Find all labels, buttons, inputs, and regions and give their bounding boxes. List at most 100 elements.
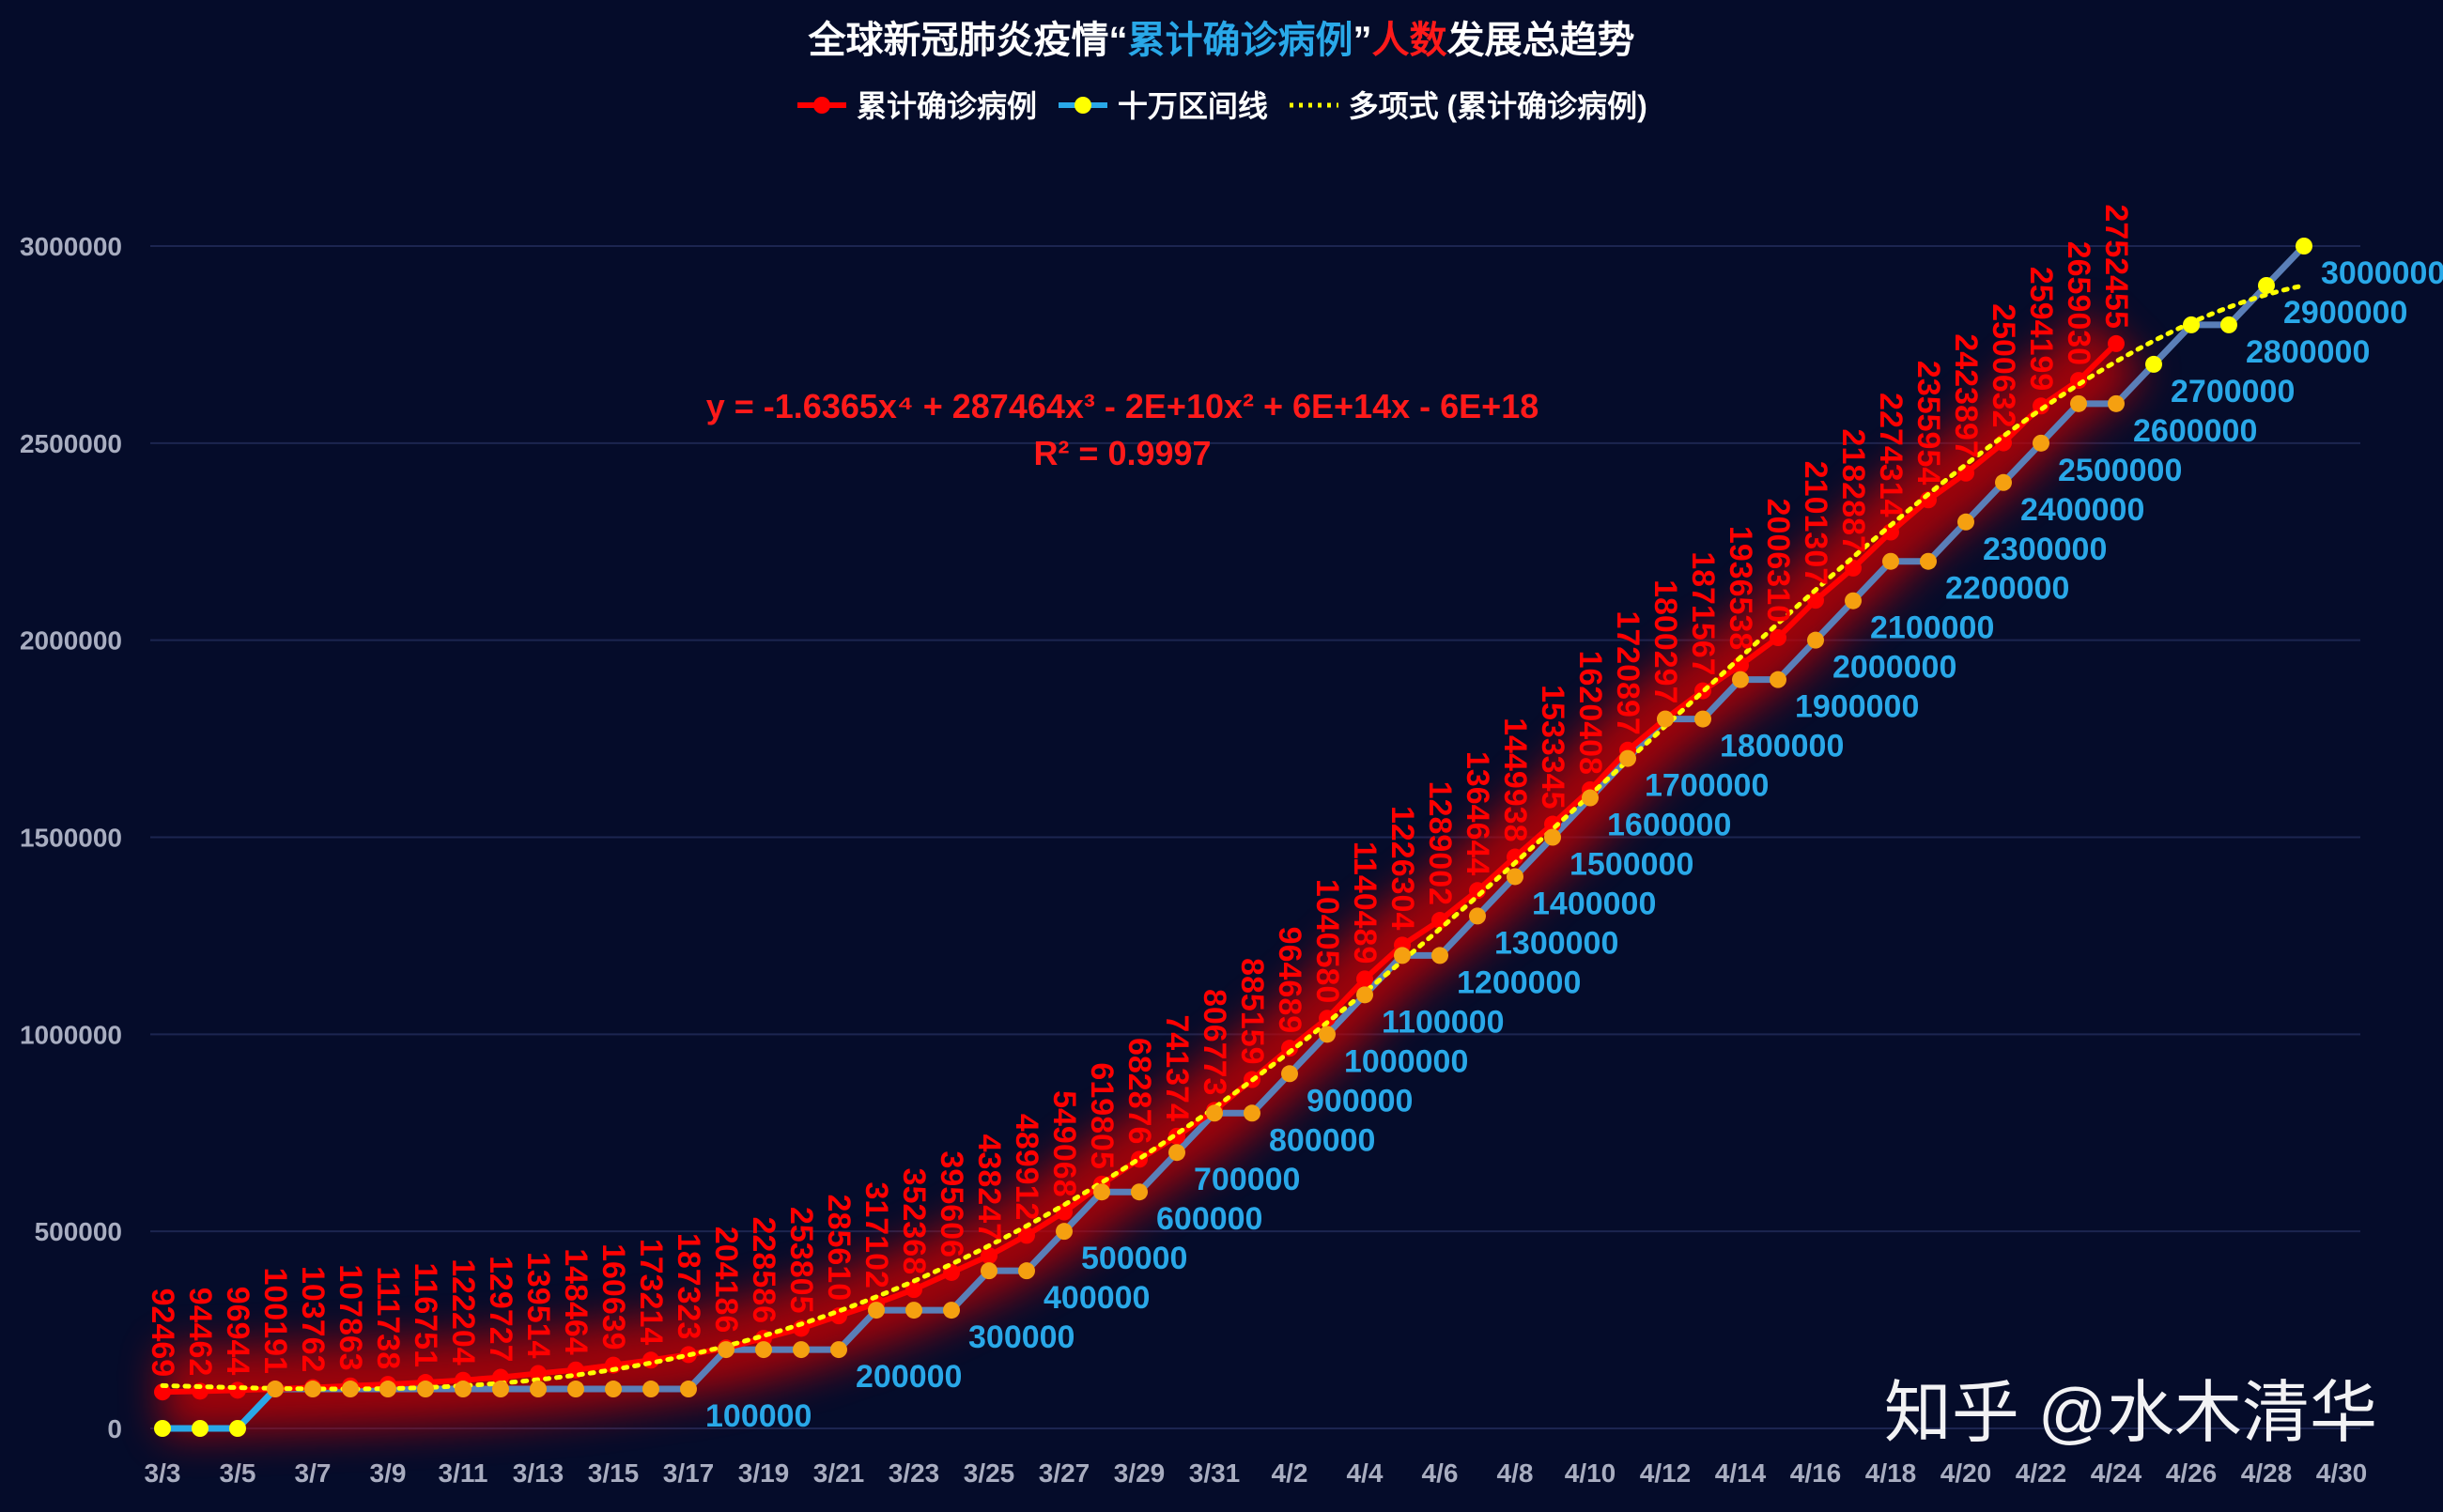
x-tick-label: 3/17 [663,1458,715,1488]
step-point [1657,710,1674,728]
watermark: 知乎 @水木清华 [1883,1376,2377,1451]
step-point [492,1381,509,1398]
step-point [379,1381,396,1398]
step-point [1920,552,1937,570]
title-part: 发展总趋势 [1446,20,1635,61]
step-point [1807,631,1824,649]
cases-data-label: 964689 [1272,927,1307,1033]
cases-data-label: 107863 [332,1264,368,1370]
red-line-marker-icon [797,97,847,114]
cases-data-label: 173214 [633,1239,669,1346]
cases-data-label: 1226304 [1384,806,1420,930]
step-point [1131,1183,1148,1201]
step-point [2145,355,2162,373]
x-tick-label: 4/26 [2166,1458,2218,1488]
step-data-label: 2900000 [2283,295,2407,331]
step-point [1244,1104,1260,1122]
step-point [905,1302,922,1319]
chart-title: 全球新冠肺炎疫情“累计确诊病例”人数发展总趋势 [0,9,2443,64]
step-data-label: 2200000 [1945,571,2069,607]
x-tick-label: 4/8 [1497,1458,1534,1488]
cases-data-label: 111738 [370,1266,406,1369]
step-data-label: 1900000 [1795,689,1919,725]
x-tick-label: 3/11 [439,1458,488,1488]
cases-data-label: 1449938 [1497,717,1533,841]
step-data-label: 1600000 [1607,808,1731,843]
cases-point [981,1247,997,1265]
legend-label: 多项式 (累计确诊病例) [1348,89,1647,123]
cases-data-label: 1040580 [1309,879,1345,1003]
x-tick-label: 3/23 [889,1458,940,1488]
legend-item-step[interactable]: 十万区间线 [1057,89,1268,123]
step-point [1507,868,1523,886]
cases-data-label: 2182887 [1835,429,1871,553]
cases-data-label: 619805 [1084,1062,1120,1168]
cases-data-label: 2752455 [2098,205,2134,329]
x-tick-label: 4/12 [1640,1458,1692,1488]
cases-data-label: 94462 [182,1288,218,1377]
step-data-label: 3000000 [2321,255,2443,291]
legend-item-cases[interactable]: 累计确诊病例 [796,89,1037,123]
step-data-label: 1800000 [1720,729,1844,764]
cases-data-label: 129727 [483,1256,518,1362]
cases-data-label: 1800297 [1647,579,1683,703]
step-point [1056,1223,1073,1241]
step-point [868,1302,885,1319]
cases-data-label: 489912 [1009,1114,1044,1220]
x-tick-label: 4/24 [2091,1458,2142,1488]
x-tick-label: 4/4 [1347,1458,1384,1488]
x-tick-label: 3/29 [1114,1458,1166,1488]
y-tick-label: 500000 [35,1217,122,1246]
cases-data-label: 806773 [1197,989,1232,1095]
blue-line-yellow-marker-icon [1058,97,1107,114]
y-tick-label: 2500000 [20,429,122,458]
step-data-label: 1500000 [1569,847,1693,883]
cases-data-label: 1620408 [1572,651,1608,775]
cases-data-label: 253805 [783,1207,819,1313]
step-data-label: 500000 [1081,1241,1187,1276]
x-tick-label: 3/3 [145,1458,181,1488]
x-tick-label: 3/25 [964,1458,1015,1488]
step-point [1694,710,1711,728]
legend-label: 十万区间线 [1117,89,1268,123]
cases-data-label: 1720897 [1610,610,1646,734]
trend-r-squared: R² = 0.9997 [1033,434,1212,472]
cases-point [2033,397,2049,415]
x-tick-label: 4/14 [1715,1458,1767,1488]
cases-point [2108,334,2125,352]
x-tick-label: 4/10 [1565,1458,1616,1488]
cases-data-label: 103762 [295,1266,331,1372]
step-point [267,1381,284,1398]
step-point [1431,947,1448,964]
step-point [2070,394,2087,412]
x-tick-label: 4/18 [1865,1458,1917,1488]
step-point [1356,986,1373,1004]
y-tick-label: 3000000 [20,232,122,261]
cases-point [905,1281,922,1299]
step-data-label: 700000 [1194,1162,1300,1197]
step-point [718,1341,734,1359]
step-point [1319,1026,1336,1043]
dotted-line-icon [1289,102,1338,108]
step-point [2108,394,2125,412]
step-point [605,1381,622,1398]
step-point [567,1381,584,1398]
step-point [1732,671,1749,688]
step-point [2033,434,2049,452]
step-data-label: 1200000 [1457,964,1581,1000]
step-point [304,1381,321,1398]
cases-data-label: 96944 [220,1287,255,1376]
cases-data-label: 187323 [671,1233,706,1339]
step-data-label: 2500000 [2058,453,2182,488]
title-highlight-blue: 累计确诊病例 [1127,20,1353,61]
step-data-label: 300000 [968,1319,1075,1355]
step-line-start [162,1386,278,1432]
step-point [1281,1065,1298,1083]
legend-item-trend[interactable]: 多项式 (累计确诊病例) [1288,89,1647,123]
step-point [830,1341,847,1359]
cases-point [530,1365,547,1382]
x-tick-label: 3/7 [295,1458,332,1488]
step-point [1168,1144,1185,1162]
cases-data-label: 438247 [971,1134,1007,1241]
y-tick-label: 0 [107,1414,122,1443]
